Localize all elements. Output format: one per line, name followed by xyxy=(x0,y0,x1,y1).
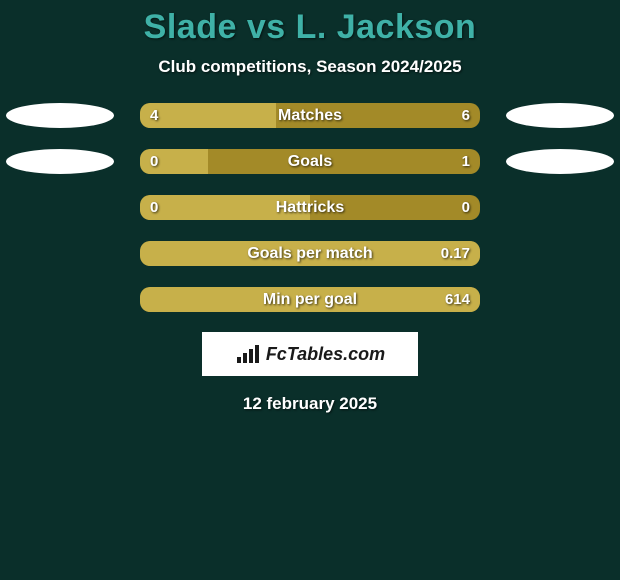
player-badge-right xyxy=(506,149,614,174)
stat-label: Goals per match xyxy=(140,241,480,266)
stat-row: Matches4 6 xyxy=(0,103,620,128)
stat-label: Min per goal xyxy=(140,287,480,312)
stat-value-left: 0 xyxy=(150,149,158,174)
stat-value-right: 6 xyxy=(462,103,470,128)
stat-value-right: 1 xyxy=(462,149,470,174)
comparison-panel: Slade vs L. Jackson Club competitions, S… xyxy=(0,0,620,414)
stat-value-left: 0 xyxy=(150,195,158,220)
stat-value-left: 4 xyxy=(150,103,158,128)
logo-text: FcTables.com xyxy=(266,344,385,365)
stat-value-right: 0.17 xyxy=(441,241,470,266)
stat-label: Hattricks xyxy=(140,195,480,220)
player-badge-right xyxy=(506,103,614,128)
stat-value-right: 0 xyxy=(462,195,470,220)
stat-row: Min per goal614 xyxy=(0,287,620,312)
season-subtitle: Club competitions, Season 2024/2025 xyxy=(0,57,620,77)
site-logo[interactable]: FcTables.com xyxy=(202,332,418,376)
player-badge-left xyxy=(6,149,114,174)
bars-icon xyxy=(235,343,261,365)
stat-row: Goals per match0.17 xyxy=(0,241,620,266)
stat-label: Matches xyxy=(140,103,480,128)
stat-row: Hattricks0 0 xyxy=(0,195,620,220)
stat-value-right: 614 xyxy=(445,287,470,312)
player-badge-left xyxy=(6,103,114,128)
stats-rows: Matches46Goals01Hattricks00Goals per mat… xyxy=(0,103,620,312)
snapshot-date: 12 february 2025 xyxy=(0,394,620,414)
stat-row: Goals0 1 xyxy=(0,149,620,174)
page-title: Slade vs L. Jackson xyxy=(0,8,620,47)
stat-label: Goals xyxy=(140,149,480,174)
